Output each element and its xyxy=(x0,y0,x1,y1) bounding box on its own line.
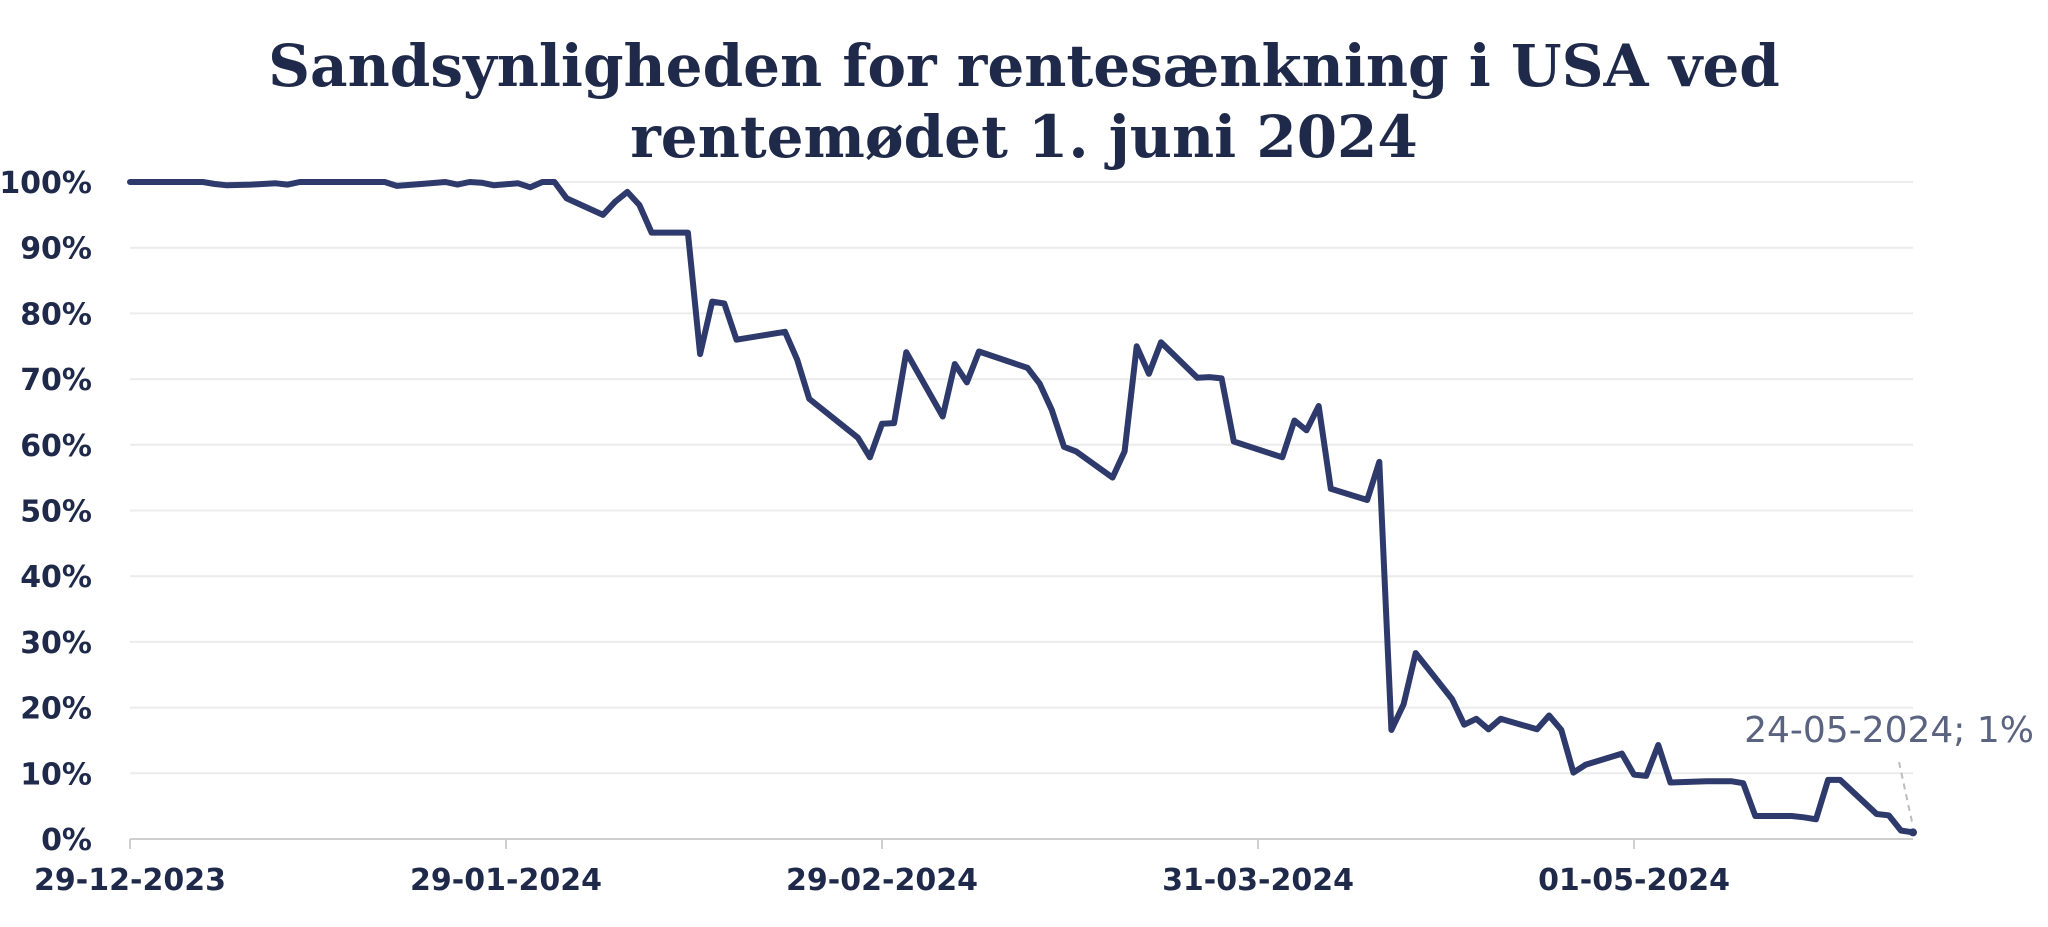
y-tick-label: 70% xyxy=(20,363,92,398)
grid xyxy=(130,181,1913,840)
chart-title-line-1: Sandsynligheden for rentesænkning i USA … xyxy=(268,32,1780,100)
x-tick-label: 29-02-2024 xyxy=(786,863,978,898)
x-tick-label: 01-05-2024 xyxy=(1538,863,1730,898)
x-tick-label: 31-03-2024 xyxy=(1162,863,1354,898)
y-tick-label: 90% xyxy=(20,232,92,267)
chart-title-line-2: rentemødet 1. juni 2024 xyxy=(630,103,1418,171)
y-tick-label: 60% xyxy=(20,429,92,464)
x-axis-ticks: 29-12-2023 29-01-2024 29-02-2024 31-03-2024… xyxy=(34,839,1730,898)
y-tick-label: 20% xyxy=(20,692,92,727)
annotation-label: 24-05-2024; 1% xyxy=(1744,710,2034,751)
x-tick-label: 29-01-2024 xyxy=(410,863,602,898)
series xyxy=(127,179,1916,836)
y-tick-label: 0% xyxy=(41,823,92,858)
annotation-point xyxy=(1909,828,1917,837)
y-tick-label: 40% xyxy=(20,560,92,595)
x-tick-label: 29-12-2023 xyxy=(34,863,226,898)
y-tick-label: 50% xyxy=(20,495,92,530)
annotation-leader-line xyxy=(1898,761,1914,827)
y-tick-label: 80% xyxy=(20,297,92,332)
series-line xyxy=(127,179,1916,836)
annotation: 24-05-2024; 1% xyxy=(1744,710,2034,837)
y-tick-label: 10% xyxy=(20,757,92,792)
y-tick-label: 30% xyxy=(20,626,92,661)
y-axis-ticks: 100% 90% 80% 70% 60% 50% 40% 30% 20% 10% 0% xyxy=(0,166,92,858)
y-tick-label: 100% xyxy=(0,166,92,201)
